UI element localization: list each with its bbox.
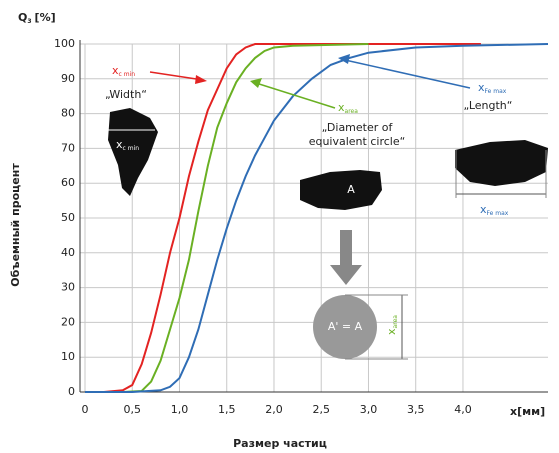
particle-area xyxy=(300,170,382,210)
y-tick-label: 30 xyxy=(61,281,75,294)
y-tick-label: 10 xyxy=(61,350,75,363)
y-title: Q3 [%] xyxy=(18,11,56,25)
annotation: equivalent circle“ xyxy=(309,135,406,148)
annotation-sub: area xyxy=(345,108,359,115)
annotation-text: A xyxy=(347,183,355,196)
annotation-text: A' = A xyxy=(328,320,363,333)
x-tick-label: 0,5 xyxy=(123,403,141,416)
annotation-text: „Length“ xyxy=(464,99,513,112)
annotation-text: „Width“ xyxy=(105,88,147,101)
x-axis-label: Размер частиц xyxy=(233,437,327,450)
y-tick-label: 50 xyxy=(61,211,75,224)
y-tick-label: 70 xyxy=(61,141,75,154)
x-tick-label: 2,5 xyxy=(312,403,330,416)
x-tick-label: 3,0 xyxy=(360,403,378,416)
y-title-unit: [%] xyxy=(35,11,56,24)
annotation: xFe max xyxy=(478,81,507,95)
y-axis-label: Объемный процент xyxy=(9,163,22,287)
y-tick-label: 80 xyxy=(61,107,75,120)
annotation: A' = A xyxy=(328,320,363,333)
annotation: A xyxy=(347,183,355,196)
annotation-sub: Fe max xyxy=(485,88,507,95)
annotation: „Diameter of xyxy=(322,121,394,134)
y-tick-label: 60 xyxy=(61,176,75,189)
y-title-main: Q xyxy=(18,11,27,24)
y-title-sub: 3 xyxy=(27,18,31,25)
y-tick-label: 90 xyxy=(61,72,75,85)
arrow-blue xyxy=(345,60,470,88)
y-tick-label: 100 xyxy=(54,37,75,50)
y-tick-label: 20 xyxy=(61,315,75,328)
annotation-sub: c min xyxy=(123,145,140,152)
y-tick-label: 40 xyxy=(61,246,75,259)
annotation-sub: c min xyxy=(119,71,136,78)
arrow-green xyxy=(256,83,335,108)
x-tick-label: 0 xyxy=(82,403,89,416)
y-tick-label: 0 xyxy=(68,385,75,398)
down-arrow xyxy=(330,230,362,285)
x-unit-label: x[мм] xyxy=(510,405,545,418)
arrow-green-head xyxy=(250,78,262,88)
annotation: „Width“ xyxy=(105,88,147,101)
x-tick-label: 2,0 xyxy=(265,403,283,416)
x-tick-label: 4,0 xyxy=(454,403,472,416)
annotation: xarea xyxy=(338,101,358,115)
x-tick-label: 3,5 xyxy=(407,403,425,416)
annotation-sub: Fe max xyxy=(487,210,509,217)
x-tick-label: 1,0 xyxy=(171,403,189,416)
particle-length xyxy=(455,140,548,186)
x-tick-label: 1,5 xyxy=(218,403,236,416)
annotation-text: equivalent circle“ xyxy=(309,135,406,148)
annotation-text: „Diameter of xyxy=(322,121,394,134)
annotation: xarea xyxy=(385,315,399,335)
annotation: „Length“ xyxy=(464,99,513,112)
chart: 0 10 20 30 40 50 60 70 80 90 100 0 0,5 1,0 1,5 2,0 2,5 3,… xyxy=(0,0,559,453)
annotation-sub: area xyxy=(392,315,399,329)
annotation: xFe max xyxy=(480,203,509,217)
arrow-red-head xyxy=(195,75,207,84)
